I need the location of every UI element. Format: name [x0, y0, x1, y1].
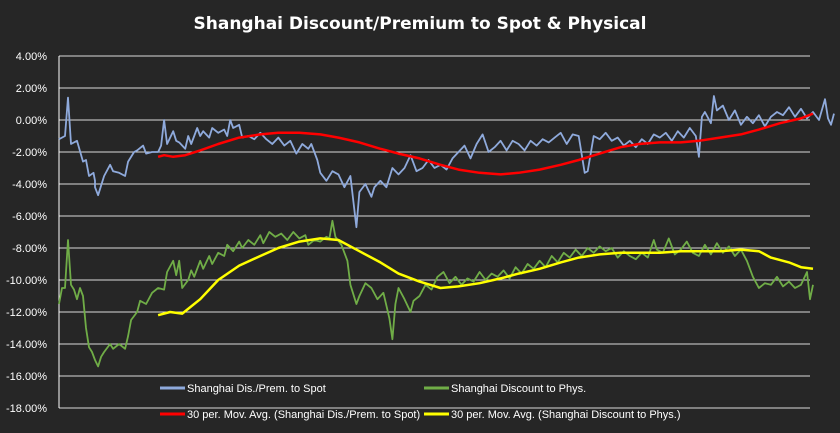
legend-item-phys: Shanghai Discount to Phys. [424, 383, 586, 395]
series-line-spot-ma [157, 112, 814, 176]
y-tick-label: -4.00% [12, 179, 47, 191]
y-tick-label: -2.00% [12, 147, 47, 159]
y-axis-ticks: 4.00% 2.00% 0.00% -2.00% -4.00% -6.00% -8.00% -… [6, 51, 47, 415]
series-lines [58, 95, 835, 368]
legend-item-phys-ma: 30 per. Mov. Avg. (Shanghai Discount to … [424, 409, 681, 421]
y-tick-label: -18.00% [6, 403, 47, 415]
y-tick-label: -6.00% [12, 211, 47, 223]
legend: Shanghai Dis./Prem. to Spot Shanghai Dis… [160, 383, 681, 421]
series-line-phys [58, 219, 814, 368]
y-tick-label: 2.00% [16, 83, 47, 95]
legend-item-spot-ma: 30 per. Mov. Avg. (Shanghai Dis./Prem. t… [160, 409, 420, 421]
y-tick-label: 0.00% [16, 115, 47, 127]
y-tick-label: -10.00% [6, 275, 47, 287]
gridlines [59, 55, 810, 409]
series-line-spot [58, 95, 835, 229]
series-line-phys-ma [157, 237, 814, 317]
y-tick-label: 4.00% [16, 51, 47, 63]
legend-item-spot: Shanghai Dis./Prem. to Spot [160, 383, 326, 395]
legend-label-phys-ma: 30 per. Mov. Avg. (Shanghai Discount to … [451, 409, 681, 421]
legend-label-phys: Shanghai Discount to Phys. [451, 383, 586, 395]
chart-title: Shanghai Discount/Premium to Spot & Phys… [194, 14, 647, 34]
legend-label-spot: Shanghai Dis./Prem. to Spot [187, 383, 326, 395]
y-tick-label: -8.00% [12, 243, 47, 255]
y-tick-label: -14.00% [6, 339, 47, 351]
legend-label-spot-ma: 30 per. Mov. Avg. (Shanghai Dis./Prem. t… [187, 409, 420, 421]
y-tick-label: -12.00% [6, 307, 47, 319]
y-tick-label: -16.00% [6, 371, 47, 383]
